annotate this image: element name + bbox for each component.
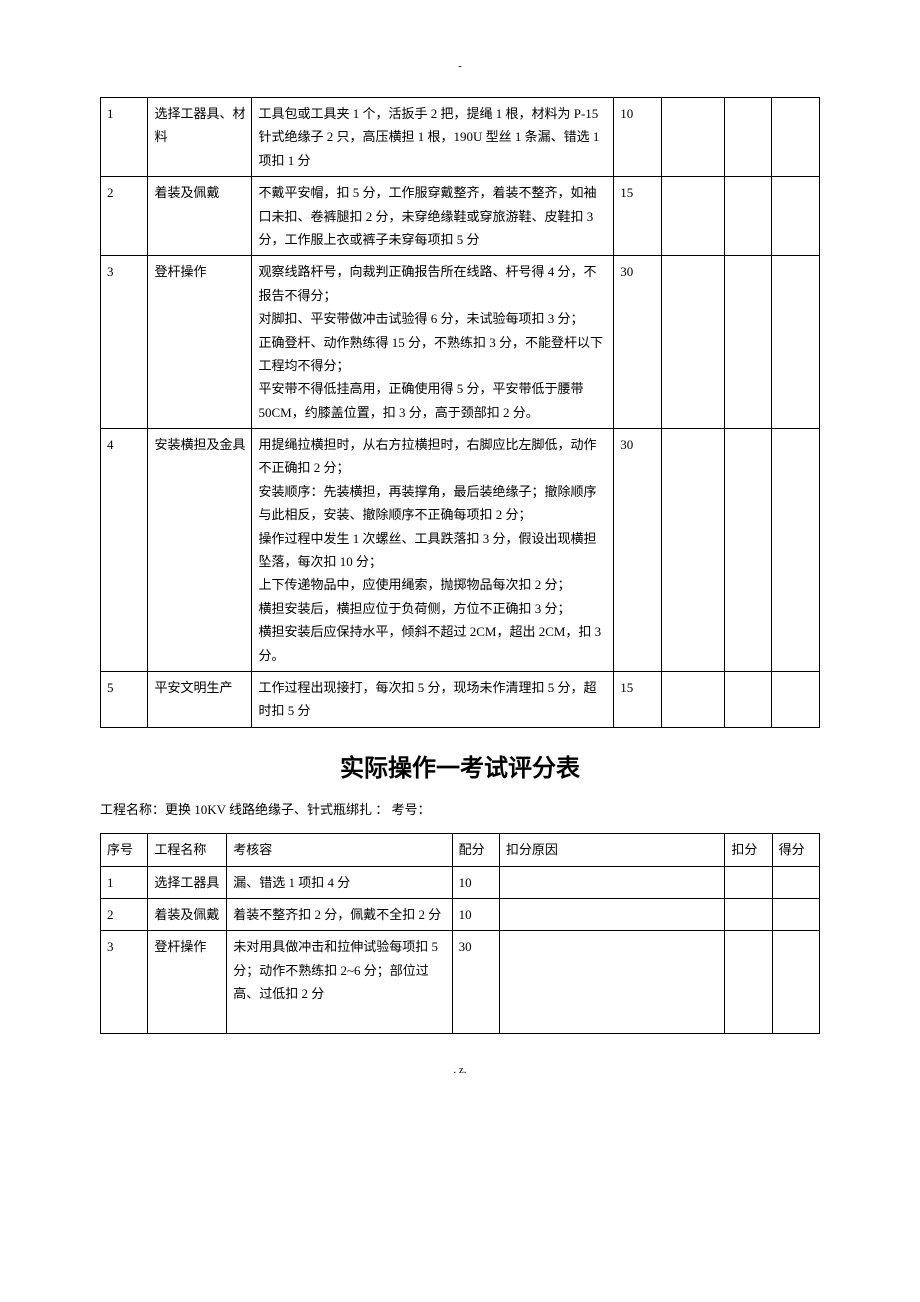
cell-deduct (725, 931, 772, 1034)
header-final: 得分 (772, 834, 819, 866)
scoring-table-2: 序号 工程名称 考核容 配分 扣分原因 扣分 得分 1 选择工器具 漏、错选 1… (100, 833, 820, 1034)
cell-name: 登杆操作 (148, 256, 252, 429)
cell-score: 15 (614, 177, 661, 256)
table-row: 2 着装及佩戴 不戴平安帽，扣 5 分，工作服穿戴整齐，着装不整齐，如袖口未扣、… (101, 177, 820, 256)
table-row: 1 选择工器具 漏、错选 1 项扣 4 分 10 (101, 866, 820, 898)
cell-final (772, 177, 820, 256)
cell-name: 选择工器具、材料 (148, 98, 252, 177)
cell-num: 1 (101, 866, 148, 898)
cell-content: 着装不整齐扣 2 分，佩戴不全扣 2 分 (227, 898, 452, 930)
cell-num: 4 (101, 429, 148, 672)
cell-score: 10 (452, 866, 499, 898)
table2-body: 1 选择工器具 漏、错选 1 项扣 4 分 10 2 着装及佩戴 着装不整齐扣 … (101, 866, 820, 1033)
cell-content: 不戴平安帽，扣 5 分，工作服穿戴整齐，着装不整齐，如袖口未扣、卷裤腿扣 2 分… (252, 177, 614, 256)
cell-name: 着装及佩戴 (148, 177, 252, 256)
cell-reason (499, 866, 724, 898)
cell-score: 30 (614, 256, 661, 429)
cell-deduct (724, 98, 771, 177)
cell-num: 5 (101, 671, 148, 727)
page-mark-bottom: . z. (100, 1064, 820, 1076)
cell-reason (661, 177, 724, 256)
cell-score: 30 (614, 429, 661, 672)
cell-deduct (725, 866, 772, 898)
cell-deduct (725, 898, 772, 930)
cell-deduct (724, 256, 771, 429)
cell-num: 2 (101, 177, 148, 256)
cell-final (772, 671, 820, 727)
table-row: 1 选择工器具、材料 工具包或工具夹 1 个，活扳手 2 把，提绳 1 根，材料… (101, 98, 820, 177)
cell-reason (499, 931, 724, 1034)
cell-final (772, 898, 819, 930)
cell-name: 安装横担及金具 (148, 429, 252, 672)
cell-name: 登杆操作 (148, 931, 227, 1034)
header-reason: 扣分原因 (499, 834, 724, 866)
cell-score: 10 (452, 898, 499, 930)
cell-content: 工具包或工具夹 1 个，活扳手 2 把，提绳 1 根，材料为 P-15 针式绝缘… (252, 98, 614, 177)
cell-content: 未对用具做冲击和拉伸试验每项扣 5 分；动作不熟练扣 2~6 分；部位过高、过低… (227, 931, 452, 1034)
cell-reason (661, 429, 724, 672)
table-row: 3 登杆操作 未对用具做冲击和拉伸试验每项扣 5 分；动作不熟练扣 2~6 分；… (101, 931, 820, 1034)
table-row: 5 平安文明生产 工作过程出现接打，每次扣 5 分，现场未作清理扣 5 分，超时… (101, 671, 820, 727)
subtitle: 工程名称：更换 10KV 线路绝缘子、针式瓶绑扎 ： 考号： (100, 798, 820, 821)
header-content: 考核容 (227, 834, 452, 866)
table2-head: 序号 工程名称 考核容 配分 扣分原因 扣分 得分 (101, 834, 820, 866)
cell-num: 3 (101, 931, 148, 1034)
section-title: 实际操作一考试评分表 (100, 748, 820, 783)
cell-num: 2 (101, 898, 148, 930)
table-row: 2 着装及佩戴 着装不整齐扣 2 分，佩戴不全扣 2 分 10 (101, 898, 820, 930)
table1-body: 1 选择工器具、材料 工具包或工具夹 1 个，活扳手 2 把，提绳 1 根，材料… (101, 98, 820, 728)
header-deduct: 扣分 (725, 834, 772, 866)
page-mark-top: - (100, 60, 820, 72)
cell-num: 1 (101, 98, 148, 177)
cell-name: 平安文明生产 (148, 671, 252, 727)
table-row: 3 登杆操作 观察线路杆号，向裁判正确报告所在线路、杆号得 4 分，不报告不得分… (101, 256, 820, 429)
cell-content: 工作过程出现接打，每次扣 5 分，现场未作清理扣 5 分，超时扣 5 分 (252, 671, 614, 727)
table-row: 4 安装横担及金具 用提绳拉横担时，从右方拉横担时，右脚应比左脚低，动作不正确扣… (101, 429, 820, 672)
cell-name: 选择工器具 (148, 866, 227, 898)
cell-final (772, 256, 820, 429)
cell-deduct (724, 177, 771, 256)
cell-content: 漏、错选 1 项扣 4 分 (227, 866, 452, 898)
cell-score: 30 (452, 931, 499, 1034)
header-score: 配分 (452, 834, 499, 866)
cell-score: 10 (614, 98, 661, 177)
cell-score: 15 (614, 671, 661, 727)
cell-num: 3 (101, 256, 148, 429)
header-num: 序号 (101, 834, 148, 866)
scoring-table-1: 1 选择工器具、材料 工具包或工具夹 1 个，活扳手 2 把，提绳 1 根，材料… (100, 97, 820, 728)
cell-deduct (724, 429, 771, 672)
cell-reason (661, 671, 724, 727)
cell-content: 观察线路杆号，向裁判正确报告所在线路、杆号得 4 分，不报告不得分； 对脚扣、平… (252, 256, 614, 429)
cell-reason (661, 256, 724, 429)
cell-deduct (724, 671, 771, 727)
cell-final (772, 866, 819, 898)
cell-reason (499, 898, 724, 930)
header-name: 工程名称 (148, 834, 227, 866)
cell-content: 用提绳拉横担时，从右方拉横担时，右脚应比左脚低，动作不正确扣 2 分； 安装顺序… (252, 429, 614, 672)
table-header-row: 序号 工程名称 考核容 配分 扣分原因 扣分 得分 (101, 834, 820, 866)
cell-final (772, 931, 819, 1034)
cell-reason (661, 98, 724, 177)
cell-final (772, 98, 820, 177)
cell-name: 着装及佩戴 (148, 898, 227, 930)
cell-final (772, 429, 820, 672)
